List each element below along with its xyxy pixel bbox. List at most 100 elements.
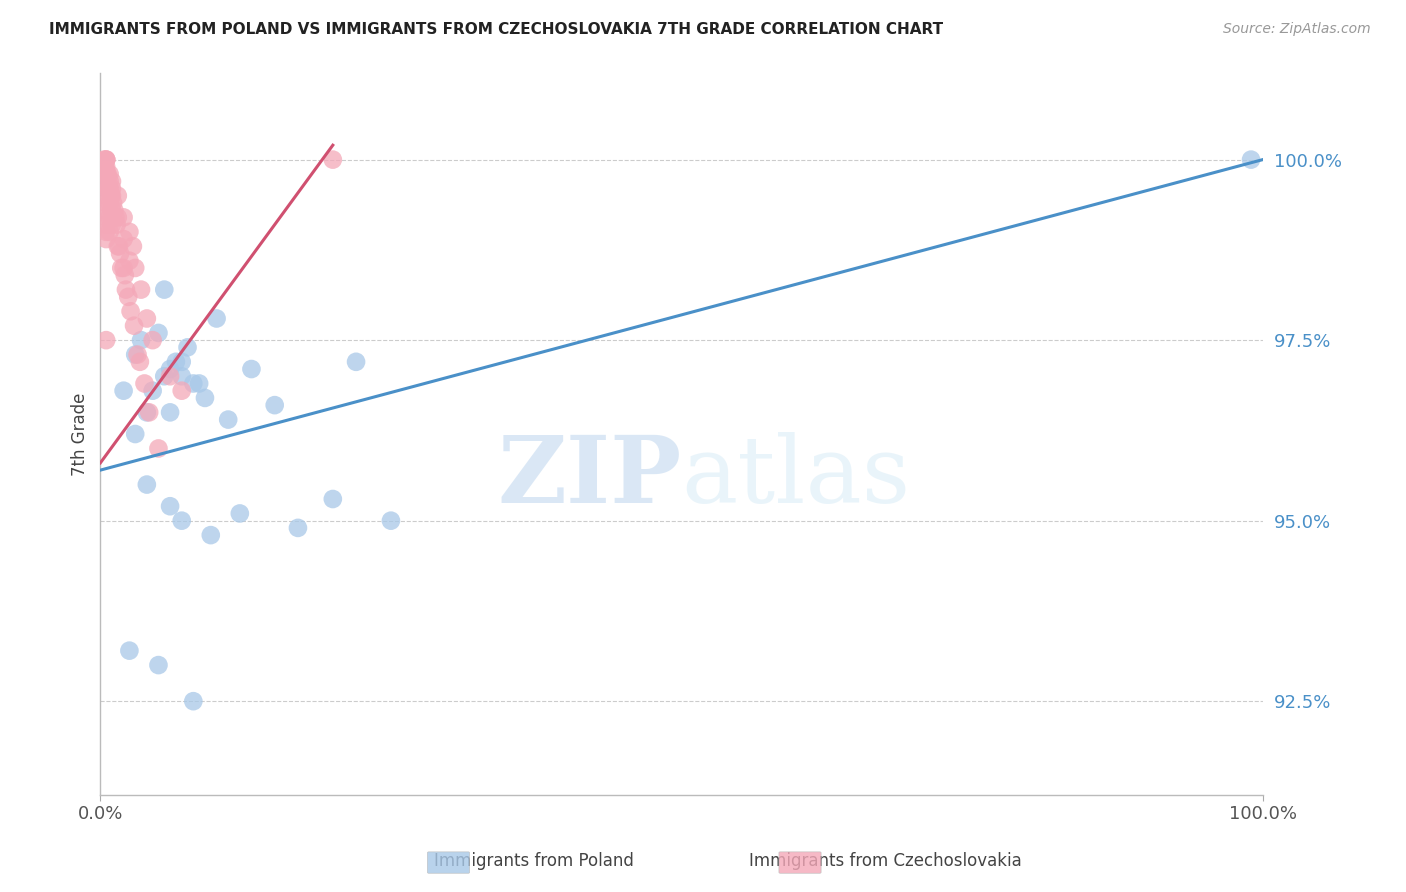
Text: Source: ZipAtlas.com: Source: ZipAtlas.com <box>1223 22 1371 37</box>
Text: Immigrants from Poland: Immigrants from Poland <box>434 852 634 870</box>
Point <box>287 521 309 535</box>
Point <box>96 232 118 246</box>
Point <box>98 181 121 195</box>
Point <box>110 260 132 275</box>
Point <box>101 188 124 202</box>
Point <box>101 181 124 195</box>
Point <box>100 188 122 202</box>
Point <box>124 427 146 442</box>
Point <box>170 384 193 398</box>
Point <box>118 225 141 239</box>
Point <box>188 376 211 391</box>
Point <box>142 333 165 347</box>
Point <box>112 384 135 398</box>
Point <box>176 340 198 354</box>
Point <box>263 398 285 412</box>
Point <box>94 160 117 174</box>
Point <box>98 196 121 211</box>
Point <box>96 211 118 225</box>
Point <box>205 311 228 326</box>
Point <box>165 355 187 369</box>
Point <box>97 181 120 195</box>
Point <box>104 211 127 225</box>
Point <box>344 355 367 369</box>
Point <box>153 369 176 384</box>
Text: atlas: atlas <box>682 433 911 523</box>
Point <box>159 369 181 384</box>
Point <box>170 355 193 369</box>
Point <box>101 174 124 188</box>
Point <box>112 232 135 246</box>
Point <box>98 211 121 225</box>
Point <box>159 500 181 514</box>
Point <box>134 376 156 391</box>
Point <box>98 167 121 181</box>
Point <box>96 167 118 181</box>
Point <box>322 153 344 167</box>
Point <box>124 260 146 275</box>
Point <box>96 333 118 347</box>
Point <box>112 211 135 225</box>
Point <box>148 658 170 673</box>
Point <box>103 203 125 218</box>
Point <box>96 203 118 218</box>
Point <box>120 304 142 318</box>
Point <box>128 355 150 369</box>
Point <box>148 442 170 456</box>
Point <box>129 283 152 297</box>
Point <box>96 188 118 202</box>
Text: Immigrants from Czechoslovakia: Immigrants from Czechoslovakia <box>749 852 1022 870</box>
Point <box>217 412 239 426</box>
Point <box>135 477 157 491</box>
Point <box>112 260 135 275</box>
Point <box>129 333 152 347</box>
Point <box>142 384 165 398</box>
Point <box>117 290 139 304</box>
Point <box>118 643 141 657</box>
Point <box>96 153 118 167</box>
Point <box>96 167 118 181</box>
Point <box>107 188 129 202</box>
Point <box>108 246 131 260</box>
Point <box>107 239 129 253</box>
Point <box>153 283 176 297</box>
Point <box>200 528 222 542</box>
Point <box>96 160 118 174</box>
Point <box>122 239 145 253</box>
Y-axis label: 7th Grade: 7th Grade <box>72 392 89 475</box>
Point <box>101 196 124 211</box>
Point <box>108 239 131 253</box>
Point <box>96 174 118 188</box>
Point <box>115 283 138 297</box>
Point <box>380 514 402 528</box>
Point <box>183 376 205 391</box>
Point <box>96 167 118 181</box>
Point <box>98 174 121 188</box>
Point <box>107 211 129 225</box>
Point <box>322 491 344 506</box>
Point <box>124 348 146 362</box>
Point <box>96 153 118 167</box>
Point <box>159 362 181 376</box>
Point <box>96 181 118 195</box>
Point <box>122 318 145 333</box>
Point <box>194 391 217 405</box>
Point <box>138 405 160 419</box>
Point <box>93 153 115 167</box>
Point <box>118 253 141 268</box>
Point <box>101 203 124 218</box>
Point <box>96 225 118 239</box>
Point <box>114 268 136 282</box>
Point <box>105 218 128 232</box>
Point <box>98 225 121 239</box>
Point <box>240 362 263 376</box>
Text: ZIP: ZIP <box>498 433 682 523</box>
Point <box>1240 153 1263 167</box>
Point <box>170 369 193 384</box>
Text: IMMIGRANTS FROM POLAND VS IMMIGRANTS FROM CZECHOSLOVAKIA 7TH GRADE CORRELATION C: IMMIGRANTS FROM POLAND VS IMMIGRANTS FRO… <box>49 22 943 37</box>
Point <box>148 326 170 340</box>
Point <box>96 218 118 232</box>
Point <box>183 694 205 708</box>
Point <box>170 514 193 528</box>
Point <box>159 405 181 419</box>
